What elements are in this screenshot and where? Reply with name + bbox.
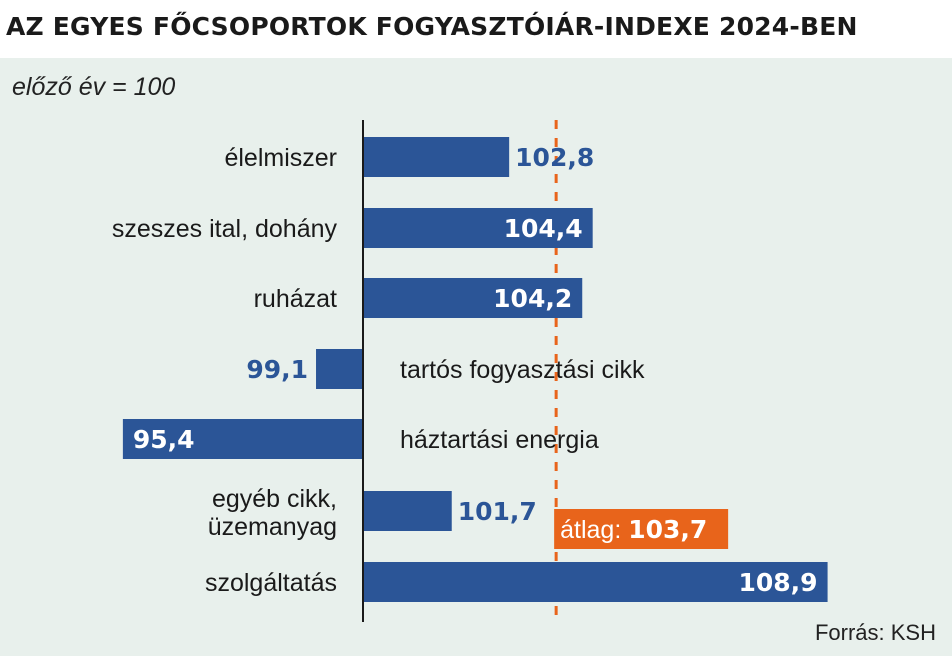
bar (363, 137, 510, 177)
bar (363, 208, 593, 248)
average-label: átlag: 103,7 (560, 515, 707, 544)
data-label: 101,7 (458, 497, 537, 526)
bar (363, 562, 828, 602)
category-label: üzemanyag (208, 513, 337, 541)
data-label: 108,9 (739, 568, 818, 597)
source-note: Forrás: KSH (814, 620, 936, 645)
category-label: egyéb cikk, (212, 485, 337, 513)
category-label: szolgáltatás (205, 569, 337, 597)
bar (316, 349, 363, 389)
category-label: szeszes ital, dohány (112, 215, 338, 243)
data-label: 104,2 (493, 284, 572, 313)
title-bar: AZ EGYES FŐCSOPORTOK FOGYASZTÓIÁR-INDEXE… (0, 0, 952, 58)
category-label: háztartási energia (400, 426, 599, 454)
category-label: ruházat (254, 285, 337, 313)
category-label: tartós fogyasztási cikk (400, 356, 645, 384)
average-label-box (554, 509, 729, 549)
data-label: 104,4 (504, 214, 583, 243)
chart-title: AZ EGYES FŐCSOPORTOK FOGYASZTÓIÁR-INDEXE… (6, 12, 858, 41)
bar (122, 419, 363, 459)
category-label: élelmiszer (224, 144, 337, 172)
bar (363, 278, 583, 318)
bar (363, 491, 452, 531)
data-label: 102,8 (515, 143, 594, 172)
data-label: 99,1 (246, 355, 308, 384)
chart-subtitle: előző év = 100 (12, 73, 176, 101)
data-label: 95,4 (133, 425, 195, 454)
